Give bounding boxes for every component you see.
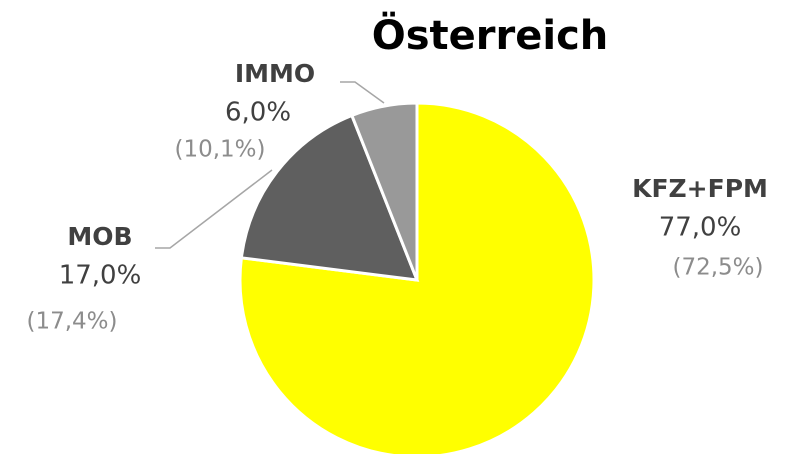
- pie-slice: [349, 101, 419, 281]
- pie-slice: [238, 101, 596, 454]
- chart-title: Österreich: [372, 11, 609, 59]
- slice-label: IMMO: [235, 59, 315, 88]
- comparison-label: (17,4%): [26, 309, 117, 335]
- leader-line: [155, 169, 273, 249]
- comparison-label: (72,5%): [672, 255, 763, 281]
- slice-label: MOB: [67, 222, 132, 251]
- slice-label: KFZ+FPM: [632, 174, 768, 203]
- pie-slice: [239, 113, 420, 282]
- value-label: 77,0%: [659, 213, 742, 243]
- comparison-label: (10,1%): [174, 137, 265, 163]
- value-label: 6,0%: [225, 98, 291, 128]
- leader-line: [340, 81, 385, 104]
- pie: [238, 101, 596, 454]
- value-label: 17,0%: [59, 261, 142, 291]
